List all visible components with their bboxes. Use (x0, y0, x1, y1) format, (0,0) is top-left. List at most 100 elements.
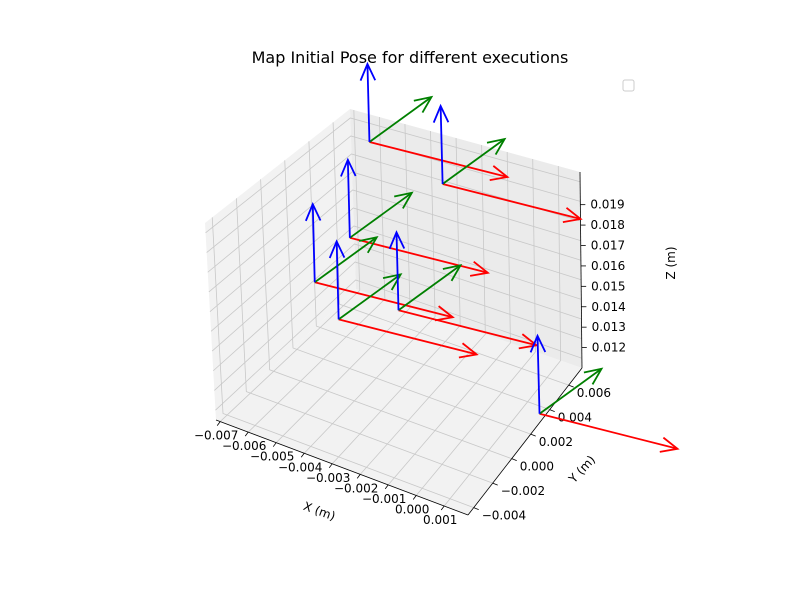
y-tick-label: −0.004 (482, 509, 526, 523)
x-gridline (443, 166, 562, 507)
pose-6-y-arrow (538, 367, 604, 415)
pose-5-x-arrow-head (518, 333, 539, 350)
x-tick-mark (216, 421, 221, 426)
z-axis-label: Z (m) (664, 246, 678, 279)
x-tick-label: −0.001 (362, 492, 406, 506)
y-tick-mark (511, 458, 517, 462)
y-gridline (236, 198, 493, 484)
pose-arrows (305, 61, 680, 453)
pose-0-y-arrow-head (413, 95, 434, 114)
x-tick-label: 0.001 (423, 513, 457, 527)
pose-3-y-arrow-shaft (314, 236, 378, 283)
pose-5-y-arrow-shaft (397, 264, 462, 312)
legend (622, 79, 635, 92)
pose-1-y-arrow (442, 137, 507, 185)
chart-title: Map Initial Pose for different execution… (251, 48, 569, 67)
y-axis-label: Y (m) (565, 453, 598, 487)
pose-3-z-arrow-shaft (311, 204, 316, 283)
x-tick-label: −0.004 (278, 460, 322, 474)
y-axis-line (467, 367, 583, 516)
pose-0-z-arrow-shaft (366, 63, 371, 143)
z-tick-label: 0.014 (591, 300, 625, 314)
grid-lines (205, 110, 583, 509)
y-tick-mark (473, 507, 479, 511)
pose-3-z-arrow (305, 202, 322, 283)
y-tick-mark (530, 433, 536, 437)
x-tick-mark (384, 484, 389, 490)
z-tick-label: 0.018 (591, 218, 625, 232)
y-tick-mark (492, 482, 498, 486)
x-gridline (219, 110, 361, 422)
pose-1-x-arrow-head (562, 207, 583, 223)
pose-6-z-arrow (529, 333, 547, 414)
pose-2-x-arrow-head (469, 260, 490, 277)
y-tick-label: 0.006 (577, 386, 611, 400)
pose-2-y-arrow (349, 191, 414, 239)
pose-5-z-arrow (388, 230, 406, 311)
y-gridline (211, 217, 474, 509)
y-gridline (308, 141, 550, 411)
y-tick-mark (568, 384, 574, 388)
pose-5-y-arrow-head (442, 263, 463, 282)
z-gridline (211, 225, 582, 352)
pose-4-z-arrow-head (328, 239, 346, 259)
z-tick-label: 0.019 (590, 198, 624, 212)
x-tick-label: −0.005 (250, 450, 294, 464)
z-gridline (205, 117, 581, 234)
floor-pane (216, 289, 582, 515)
x-gridline (303, 131, 436, 454)
pose-3-y-arrow-head (358, 235, 379, 254)
pose-3-z-arrow-head (305, 202, 322, 222)
pose-0-z-arrow (359, 61, 377, 143)
z-gridline (207, 153, 581, 273)
z-tick-label: 0.012 (592, 341, 626, 355)
x-tick-label: 0.000 (395, 502, 429, 516)
pose-6-y-arrow-shaft (538, 368, 603, 415)
pose-1-z-arrow (432, 103, 450, 185)
z-gridline (215, 279, 583, 411)
pose-6-z-arrow-shaft (536, 335, 541, 414)
pose-6-z-arrow-head (529, 333, 547, 353)
y-tick-label: −0.002 (501, 484, 545, 498)
x-axis-line (215, 419, 469, 516)
pose-0-x-arrow-shaft (369, 141, 508, 178)
pose-4-x-arrow (338, 318, 479, 359)
pose-4-y-arrow (338, 273, 403, 321)
pose-4-x-arrow-shaft (338, 318, 477, 356)
pose-6-x-arrow-shaft (539, 412, 678, 450)
pose-4-y-arrow-shaft (338, 273, 402, 321)
x-gridline (387, 152, 511, 486)
pose-5-x-arrow (398, 309, 539, 350)
pose-6-x-arrow (539, 412, 680, 453)
y-gridline (260, 179, 512, 460)
pose-4-x-arrow-head (458, 342, 479, 359)
pose-0-x-arrow (369, 141, 510, 181)
x-tick-mark (300, 453, 305, 458)
pose-4-y-arrow-head (382, 273, 403, 291)
x-tick-label: −0.002 (334, 481, 378, 495)
pose-0-z-arrow-head (359, 61, 377, 81)
pose-2-y-arrow-shaft (349, 192, 413, 239)
y-tick-label: 0.000 (520, 460, 554, 474)
x-gridline (247, 117, 386, 433)
legend-box (622, 79, 635, 92)
pose-1-x-arrow (442, 183, 583, 223)
y-gridline (284, 160, 531, 435)
pose-5-y-arrow (397, 263, 463, 312)
z-gridline (208, 171, 581, 293)
pose-2-y-arrow-head (394, 191, 414, 209)
y-tick-mark (549, 409, 555, 413)
z-tick-label: 0.016 (591, 259, 625, 273)
pose-2-z-arrow-shaft (346, 159, 351, 238)
pose-1-y-arrow-shaft (442, 138, 506, 185)
z-gridline (214, 261, 582, 391)
x-tick-mark (244, 431, 249, 437)
pose-4-z-arrow (328, 239, 346, 320)
pose-2-z-arrow (340, 157, 357, 238)
pose-5-x-arrow-shaft (398, 309, 537, 347)
pose-3-x-arrow-head (434, 305, 455, 322)
pose-5-z-arrow-shaft (395, 232, 400, 311)
pose-1-x-arrow-shaft (442, 183, 581, 220)
x-tick-label: −0.006 (222, 439, 266, 453)
